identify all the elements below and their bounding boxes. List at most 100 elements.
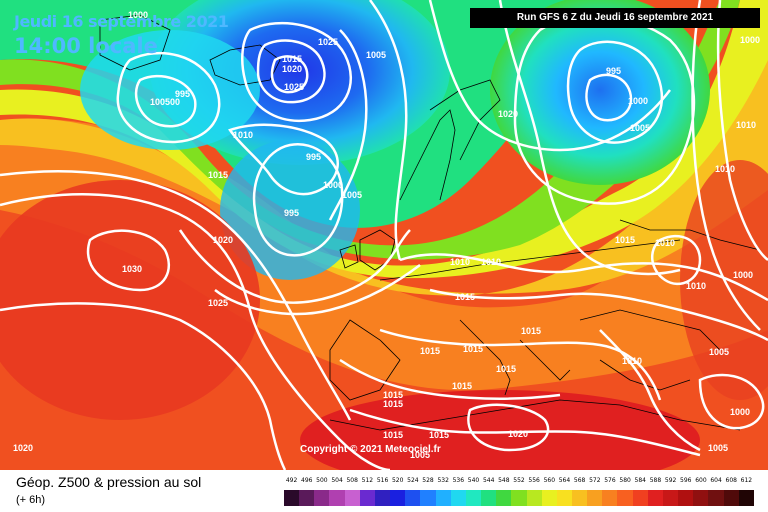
legend-swatch bbox=[481, 490, 497, 506]
isobar-label: 1025 bbox=[284, 82, 304, 92]
isobar-labels: 1000 1025 1005 995 1015 1020 1025 1010 995 1000 10… bbox=[13, 8, 760, 460]
isobar-label: 1010 bbox=[715, 164, 735, 174]
legend-tick-label: 540 bbox=[467, 477, 480, 484]
isobar-label: 1000 bbox=[733, 270, 753, 280]
legend-swatch bbox=[284, 490, 300, 506]
legend-swatch bbox=[708, 490, 724, 506]
legend-tick-label: 580 bbox=[619, 477, 631, 484]
legend-swatch bbox=[511, 490, 527, 506]
isobar-label: 1010 bbox=[736, 120, 756, 130]
legend-tick-label: 568 bbox=[573, 477, 586, 484]
isobar-label: 1025 bbox=[318, 37, 338, 47]
yellow-band bbox=[0, 40, 768, 296]
isobar-label: 1020 bbox=[282, 64, 302, 74]
isobar-label: 1015 bbox=[420, 346, 440, 356]
legend-swatch bbox=[374, 490, 391, 506]
legend-tick-label: 556 bbox=[528, 477, 540, 484]
legend-swatch bbox=[390, 490, 406, 506]
legend-swatch bbox=[344, 490, 360, 506]
isobar-label: 1015 bbox=[383, 430, 403, 440]
legend-swatch bbox=[693, 490, 709, 506]
map-title: Géop. Z500 & pression au sol bbox=[16, 474, 202, 490]
isobar-label: 1015 bbox=[521, 326, 541, 336]
isobar-label: 995 bbox=[175, 89, 190, 99]
isobar-label: 995 bbox=[284, 208, 299, 218]
legend-swatch bbox=[359, 490, 375, 506]
legend-tick-label: 600 bbox=[695, 477, 707, 484]
isobar-label: 1015 bbox=[496, 364, 516, 374]
isobar-label: 1005 bbox=[366, 50, 386, 60]
legend-tick-label: 496 bbox=[301, 477, 313, 484]
legend-tick-label: 516 bbox=[376, 477, 389, 484]
legend-swatch bbox=[678, 490, 694, 506]
legend-tick-label: 592 bbox=[664, 477, 677, 484]
scandinavia-low-core bbox=[490, 0, 710, 185]
legend-tick-label: 572 bbox=[589, 477, 601, 484]
isobar-label: 1015 bbox=[455, 292, 475, 302]
isobar-label: 1020 bbox=[498, 109, 518, 119]
isobar-label: 1010 bbox=[233, 130, 253, 140]
isobar-label: 1010 bbox=[622, 356, 642, 366]
isobar-label: 995 bbox=[606, 66, 621, 76]
legend-swatch bbox=[299, 490, 315, 506]
legend-tick-label: 544 bbox=[482, 477, 495, 484]
geopotential-map: 1000 1025 1005 995 1015 1020 1025 1010 995 1000 10… bbox=[0, 0, 768, 470]
legend-swatch bbox=[435, 490, 451, 506]
isobar-label: 1015 bbox=[615, 235, 635, 245]
legend-tick-label: 612 bbox=[740, 477, 753, 484]
legend-tick-label: 532 bbox=[437, 477, 449, 484]
forecast-local-time: 14:00 locale bbox=[14, 34, 158, 58]
legend-tick-label: 520 bbox=[391, 477, 404, 484]
isobar-label: 1025 bbox=[208, 298, 228, 308]
isobar-label: 1020 bbox=[213, 235, 233, 245]
legend-tick-label: 564 bbox=[558, 477, 571, 484]
legend-tick-label: 512 bbox=[361, 477, 374, 484]
legend-tick-label: 492 bbox=[285, 477, 298, 484]
atlantic-high bbox=[0, 180, 260, 420]
isobar-label: 1020 bbox=[508, 429, 528, 439]
legend-swatch bbox=[450, 490, 466, 506]
isobar-label: 1015 bbox=[429, 430, 449, 440]
isobar-label: 1015 bbox=[383, 399, 403, 409]
atlantic-low-core bbox=[220, 140, 360, 280]
isobar-label: 1015 bbox=[463, 344, 483, 354]
isobar-label: 1010 bbox=[481, 257, 501, 267]
legend-swatch bbox=[647, 490, 663, 506]
legend-tick-label: 596 bbox=[680, 477, 692, 484]
map-subtitle: (+ 6h) bbox=[16, 494, 46, 506]
legend-swatch bbox=[465, 490, 482, 506]
legend-tick-labels: 492 496 500 504 508 512 516 520 524 528 532 536 540 5… bbox=[284, 477, 754, 489]
legend-tick-label: 584 bbox=[634, 477, 646, 484]
legend-swatch bbox=[602, 490, 618, 506]
legend-tick-label: 524 bbox=[407, 477, 419, 484]
isobar-label: 1000 bbox=[730, 407, 750, 417]
legend-tick-label: 504 bbox=[331, 477, 343, 484]
isobar-label: 1015 bbox=[452, 381, 472, 391]
legend-swatch bbox=[541, 490, 557, 506]
legend-swatch bbox=[420, 490, 436, 506]
legend-tick-label: 528 bbox=[422, 477, 434, 484]
legend-swatch bbox=[738, 490, 754, 506]
legend-tick-label: 560 bbox=[543, 477, 556, 484]
legend-tick-label: 588 bbox=[649, 477, 662, 484]
isobars bbox=[0, 0, 768, 470]
isobar-label: 1005 bbox=[708, 443, 728, 453]
isobar-label: 1010 bbox=[686, 281, 706, 291]
isobar-label: 1010 bbox=[450, 257, 470, 267]
legend-swatch bbox=[632, 490, 648, 506]
isobar-label: 1005 bbox=[709, 347, 729, 357]
north-africa-high bbox=[300, 390, 700, 470]
copyright-text: Copyright © 2021 Meteociel.fr bbox=[300, 444, 441, 455]
legend-tick-label: 500 bbox=[316, 477, 328, 484]
isobar-label: 1015 bbox=[383, 390, 403, 400]
legend-tick-label: 536 bbox=[452, 477, 465, 484]
legend-swatch bbox=[723, 490, 739, 506]
coastlines bbox=[99, 14, 761, 431]
legend-swatch bbox=[405, 490, 421, 506]
isobar-label: 100500 bbox=[150, 97, 180, 107]
run-info-banner: Run GFS 6 Z du Jeudi 16 septembre 2021 bbox=[470, 8, 760, 28]
legend-tick-label: 604 bbox=[710, 477, 722, 484]
legend-swatch bbox=[556, 490, 572, 506]
legend-swatch bbox=[587, 490, 603, 506]
isobar-label: 1015 bbox=[208, 170, 228, 180]
